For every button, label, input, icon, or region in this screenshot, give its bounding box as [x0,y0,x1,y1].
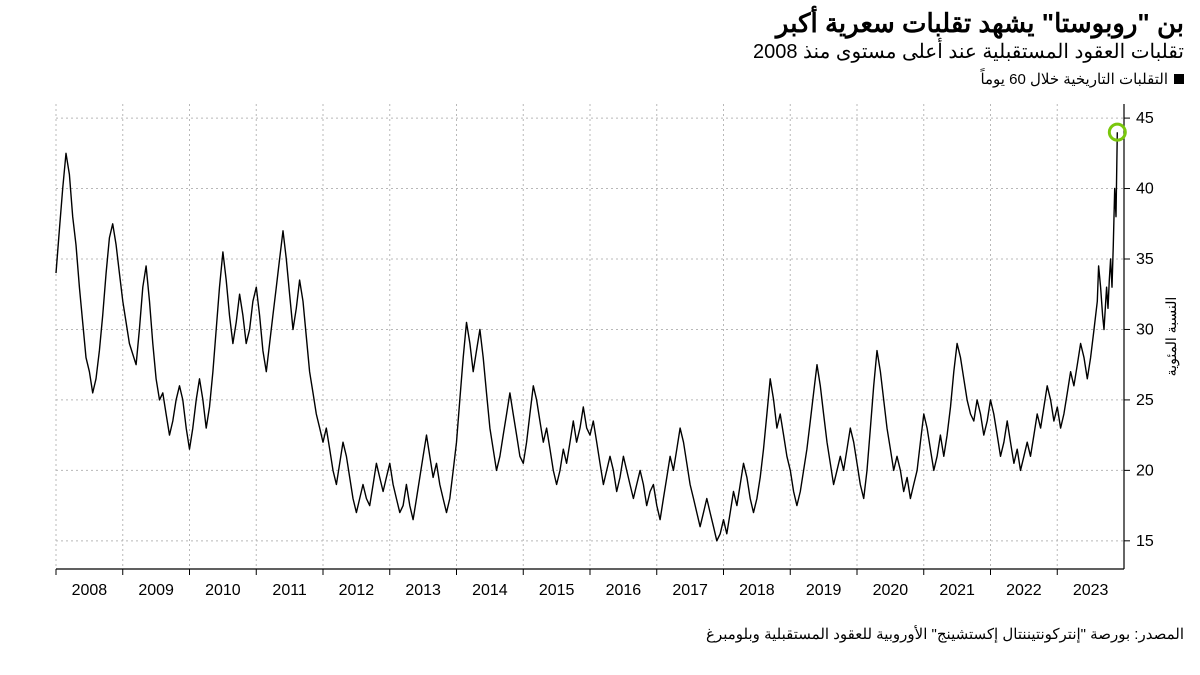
svg-text:2022: 2022 [1006,582,1042,599]
svg-text:2013: 2013 [405,582,441,599]
svg-text:2021: 2021 [939,582,975,599]
svg-text:30: 30 [1136,321,1154,338]
svg-text:2012: 2012 [339,582,375,599]
svg-text:2020: 2020 [873,582,909,599]
svg-text:2023: 2023 [1073,582,1109,599]
svg-text:20: 20 [1136,462,1154,479]
svg-text:2019: 2019 [806,582,842,599]
legend: التقلبات التاريخية خلال 60 يوماً [16,70,1184,88]
svg-text:40: 40 [1136,181,1154,198]
svg-text:2011: 2011 [272,582,307,599]
svg-text:2010: 2010 [205,582,241,599]
svg-text:15: 15 [1136,533,1154,550]
svg-text:2016: 2016 [606,582,642,599]
svg-text:2014: 2014 [472,582,508,599]
chart-source: المصدر: بورصة "إنتركونتيننتال إكستشينج" … [16,625,1184,643]
chart-title: بن "روبوستا" يشهد تقلبات سعرية أكبر [16,8,1184,39]
svg-text:2018: 2018 [739,582,775,599]
svg-text:45: 45 [1136,110,1154,127]
svg-text:2008: 2008 [72,582,108,599]
volatility-line-chart: 15 20 25 30 35 40 45 2008 2009 2010 2011 2012 2013 20… [16,94,1184,614]
legend-label: التقلبات التاريخية خلال 60 يوماً [980,70,1168,88]
svg-text:2015: 2015 [539,582,575,599]
svg-text:2009: 2009 [138,582,174,599]
svg-text:النسبة المئوية: النسبة المئوية [1163,297,1180,377]
legend-swatch-icon [1174,74,1184,84]
svg-text:2017: 2017 [672,582,708,599]
chart-subtitle: تقلبات العقود المستقبلية عند أعلى مستوى … [16,39,1184,64]
svg-text:25: 25 [1136,392,1154,409]
svg-text:35: 35 [1136,251,1154,268]
